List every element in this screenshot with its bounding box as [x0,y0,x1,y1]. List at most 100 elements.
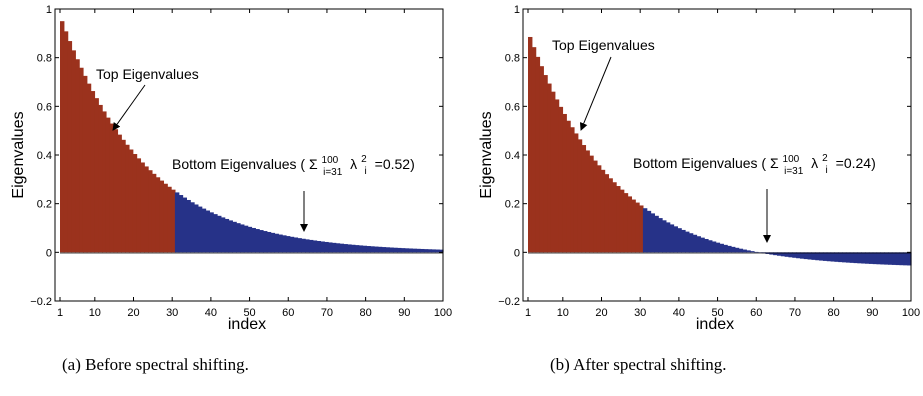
x-tick-label: 20 [595,307,607,319]
bar-81 [834,252,839,262]
bar-43 [688,233,694,253]
bar-83 [374,246,379,253]
bar-12 [570,127,575,253]
bar-19 [596,165,602,253]
x-tick-label: 1 [525,307,531,319]
bar-96 [423,249,429,253]
bar-6 [79,67,84,253]
bar-39 [673,226,678,253]
top-arrow [112,84,146,131]
bar-59 [282,235,287,253]
bar-61 [289,236,295,253]
bar-29 [167,186,172,253]
bar-2 [63,31,69,253]
x-tick-label: 60 [750,307,762,319]
y-axis-ticks: −0.2 0 0.2 0.4 0.6 0.8 1 [30,4,443,308]
lambda-index: i [365,166,367,177]
bar-25 [619,189,625,253]
x-tick-label: 70 [321,307,333,319]
caption-a: (a) Before spectral shifting. [62,355,249,374]
x-axis-label: index [228,316,266,333]
y-axis-ticks: −0.2 0 0.2 0.4 0.6 0.8 1 [498,4,911,308]
bar-38 [669,224,675,253]
bar-93 [412,248,417,253]
bar-8 [86,83,92,253]
y-tick-label: 0.2 [505,199,520,211]
bar-24 [148,170,153,253]
bar-23 [612,182,617,253]
bar-59 [750,251,755,253]
x-tick-label: 20 [127,307,139,319]
bar-63 [297,238,302,253]
bar-73 [803,252,809,260]
bar-3 [67,41,73,253]
bar-46 [232,221,237,253]
x-tick-label: 40 [205,307,217,319]
x-tick-label: 10 [89,307,101,319]
bar-17 [121,139,126,253]
bar-74 [339,243,345,253]
bar-12 [102,111,107,253]
bar-30 [171,189,176,253]
x-tick-label: 80 [828,307,840,319]
bar-82 [838,252,843,263]
bar-14 [577,139,583,253]
bar-1 [528,36,533,253]
bottom-eigenvalues-label: Bottom Eigenvalues ( Σ 100 i=31 λ 2 i =0… [633,148,876,177]
x-axis-ticks: 1 10 20 30 40 50 60 70 80 90 100 [57,9,452,319]
bar-98 [431,249,436,253]
bar-18 [125,144,130,253]
bar-46 [700,237,705,253]
bar-40 [677,228,682,253]
x-axis-label: index [696,316,734,333]
bar-7 [82,75,88,253]
bar-25 [151,173,157,253]
bar-72 [799,252,805,259]
y-tick-label: 0.2 [37,199,52,211]
bar-33 [650,213,655,253]
sigma-symbol: Σ [309,156,318,172]
bar-11 [566,120,571,253]
bar-60 [753,251,759,253]
bar-97 [895,252,901,266]
bar-67 [312,240,318,253]
bar-91 [872,252,878,265]
y-tick-label: 0 [514,247,520,259]
bar-70 [324,241,329,253]
bar-13 [573,133,579,253]
bar-85 [849,252,855,263]
bar-98 [899,252,904,266]
bar-23 [144,166,149,253]
bar-16 [117,134,122,253]
bar-35 [658,218,663,253]
bar-92 [408,248,413,253]
bar-7 [550,91,556,253]
bar-97 [427,249,433,253]
bar-70 [792,252,797,258]
bar-62 [293,237,299,253]
bar-65 [305,239,310,253]
bar-75 [811,252,816,260]
bar-35 [190,202,195,253]
bar-51 [719,243,724,253]
bar-20 [132,154,138,253]
bar-100 [439,249,444,253]
bar-89 [865,252,870,264]
y-tick-label: 0.8 [37,53,52,65]
bar-57 [274,233,279,253]
y-tick-label: 0.6 [37,101,52,113]
bar-69 [320,241,325,253]
bar-28 [163,183,168,253]
sigma-symbol: Σ [770,155,779,171]
bar-16 [585,150,590,253]
bar-9 [558,106,564,253]
bar-88 [393,247,398,253]
y-tick-label: −0.2 [30,296,52,308]
bar-29 [635,202,640,253]
bar-89 [397,247,402,253]
bar-37 [197,206,203,253]
bar-71 [796,252,801,259]
x-tick-label: 30 [634,307,646,319]
bar-31 [174,192,180,253]
